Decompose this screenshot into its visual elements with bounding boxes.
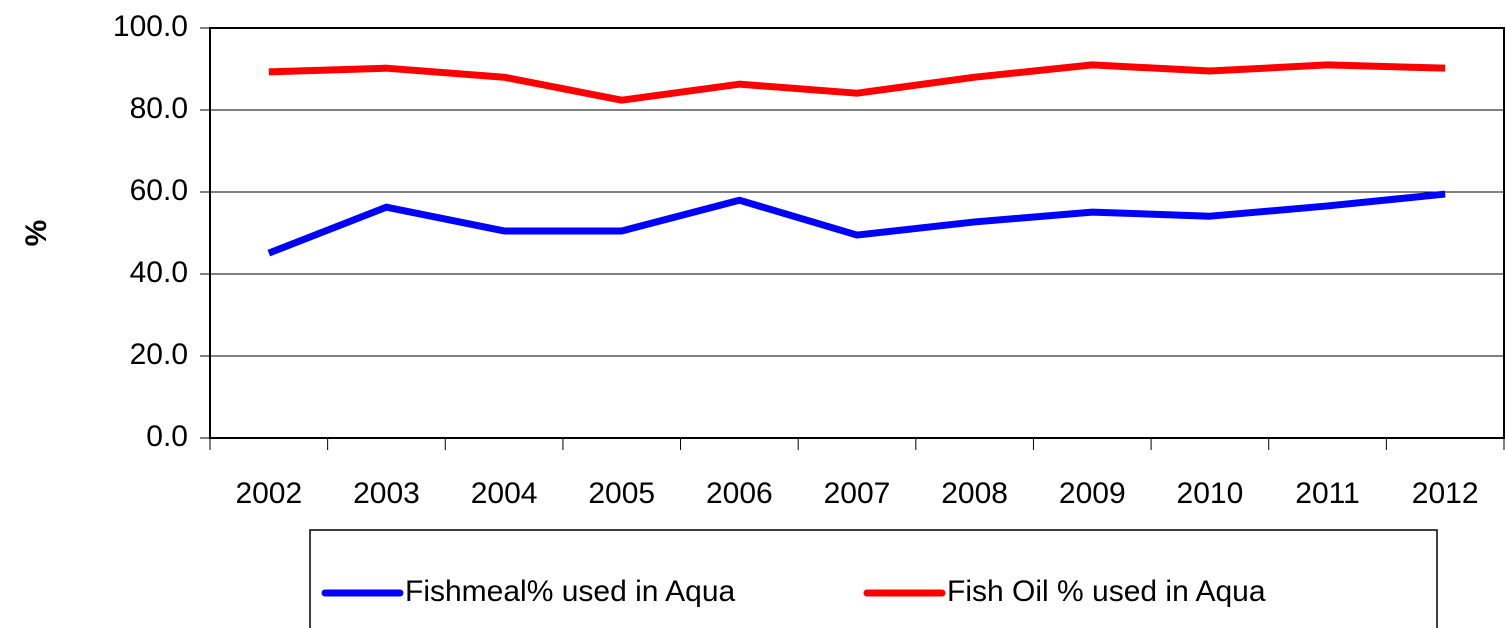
y-tick-label: 100.0 xyxy=(113,10,188,43)
x-tick-label: 2005 xyxy=(588,477,655,510)
x-tick-label: 2006 xyxy=(706,477,773,510)
y-tick-label: 80.0 xyxy=(130,92,188,125)
legend-box xyxy=(309,529,1438,628)
y-tick-label: 0.0 xyxy=(146,420,188,453)
x-tick-label: 2007 xyxy=(824,477,891,510)
x-tick-label: 2010 xyxy=(1177,477,1244,510)
x-tick-label: 2002 xyxy=(235,477,302,510)
legend-label: Fishmeal% used in Aqua xyxy=(405,575,736,608)
y-axis-label: % xyxy=(20,220,53,247)
series-line xyxy=(267,190,1446,257)
y-tick-label: 40.0 xyxy=(130,256,188,289)
series-line xyxy=(268,61,1446,104)
plot-frame xyxy=(209,27,1505,439)
x-tick-label: 2012 xyxy=(1412,477,1479,510)
x-tick-label: 2003 xyxy=(353,477,420,510)
legend-label: Fish Oil % used in Aqua xyxy=(947,575,1266,608)
x-tick-label: 2008 xyxy=(941,477,1008,510)
y-tick-label: 20.0 xyxy=(130,338,188,371)
y-tick-label: 60.0 xyxy=(130,174,188,207)
x-tick-label: 2009 xyxy=(1059,477,1126,510)
x-tick-label: 2004 xyxy=(471,477,538,510)
x-tick-label: 2011 xyxy=(1295,477,1360,510)
